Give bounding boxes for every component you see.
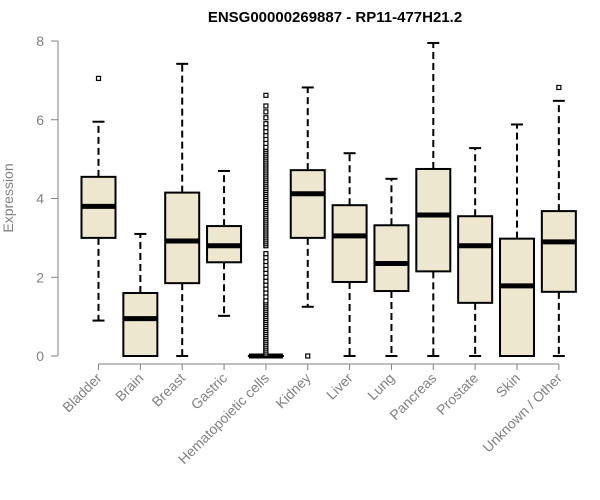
outlier-point <box>305 353 311 359</box>
y-tick-label: 0 <box>36 348 44 364</box>
x-tick-label: Skin <box>493 370 524 401</box>
box-group-brain <box>122 232 159 357</box>
x-tick-label: Pancreas <box>386 370 439 423</box>
x-tick-label: Unknown / Other <box>479 370 565 456</box>
box-group-breast <box>164 62 201 357</box>
x-tick-label: Kidney <box>272 370 314 412</box>
outlier-point <box>556 84 562 91</box>
y-tick-label: 2 <box>36 269 44 285</box>
iqr-box <box>122 292 159 357</box>
box-group-lung <box>373 177 410 357</box>
x-tick-label: Lung <box>364 370 397 403</box>
chart-title: ENSG00000269887 - RP11-477H21.2 <box>208 9 462 26</box>
box-group-liver <box>331 152 368 357</box>
iqr-box <box>457 215 494 304</box>
iqr-box <box>540 210 577 293</box>
iqr-box <box>164 191 201 285</box>
x-tick-label: Bladder <box>59 370 105 416</box>
x-tick-label: Liver <box>323 370 356 403</box>
box-group-bladder <box>80 75 117 322</box>
outlier-point <box>263 251 269 257</box>
box-group-pancreas <box>415 41 452 357</box>
y-axis: 0 2 4 6 8 <box>36 33 59 364</box>
x-tick-label: Brain <box>112 370 146 404</box>
boxes-layer <box>80 41 577 359</box>
box-group-unknown-other <box>540 84 577 357</box>
y-axis-label: Expression <box>0 163 16 232</box>
outlier-point <box>95 75 102 82</box>
iqr-box <box>331 204 368 283</box>
outlier-point <box>263 109 269 115</box>
x-tick-label: Prostate <box>433 370 481 418</box>
outlier-point <box>263 103 269 109</box>
y-tick-label: 8 <box>36 33 44 49</box>
box-group-gastric <box>206 169 243 317</box>
box-group-skin <box>499 123 535 358</box>
box-group-hematopoietic-cells <box>247 92 284 359</box>
outlier-point <box>263 92 269 98</box>
y-tick-label: 6 <box>36 112 44 128</box>
iqr-box <box>289 169 326 239</box>
box-group-kidney <box>289 86 326 359</box>
iqr-box <box>415 167 452 273</box>
x-tick-label: Breast <box>148 370 188 410</box>
iqr-box <box>499 237 535 358</box>
box-group-prostate <box>457 147 494 357</box>
y-tick-label: 4 <box>36 191 44 207</box>
outlier-point <box>263 115 269 121</box>
outlier-point <box>263 121 269 127</box>
iqr-box <box>373 224 410 293</box>
